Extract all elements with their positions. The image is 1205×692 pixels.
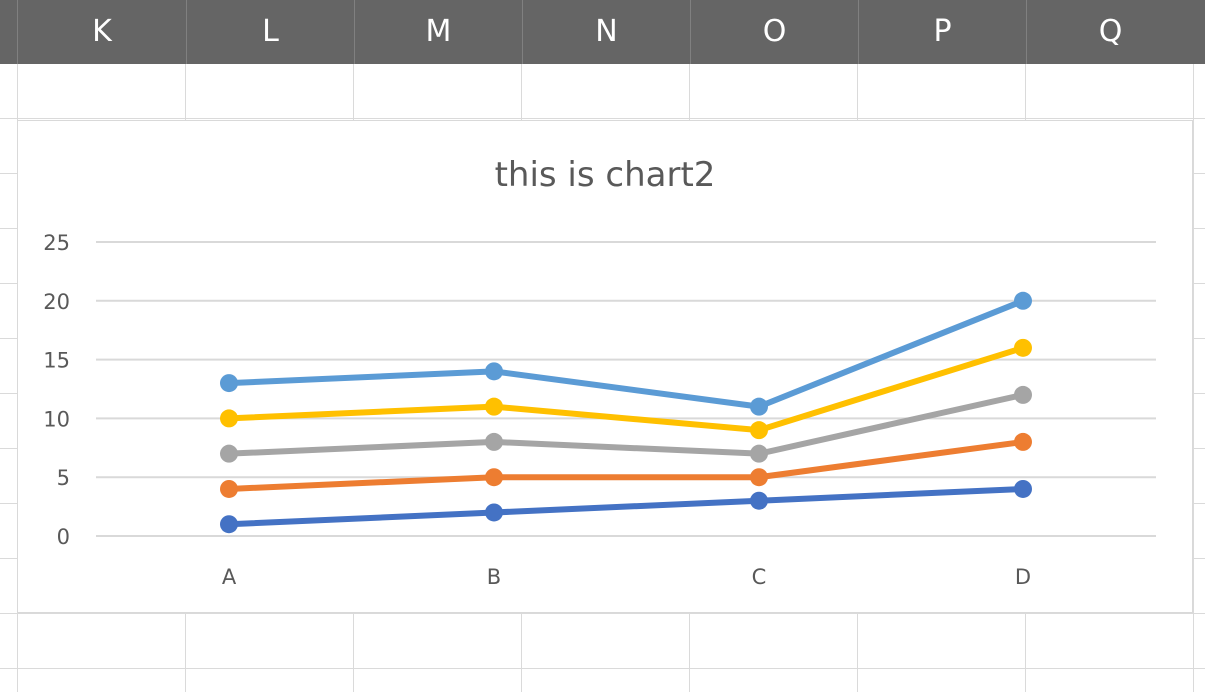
x-tick-label: A (222, 565, 237, 589)
data-point-series-1[interactable] (1014, 479, 1032, 498)
series-line-5[interactable] (226, 297, 1026, 410)
chart-area[interactable] (17, 120, 1193, 613)
gridline-horizontal (0, 668, 1205, 669)
gridline-vertical (1193, 64, 1194, 692)
data-point-series-1[interactable] (750, 491, 768, 510)
series-line-2[interactable] (226, 438, 1026, 492)
y-tick-label: 15 (43, 349, 70, 373)
series-line-4[interactable] (226, 344, 1026, 434)
column-header-bar: K L M N O P Q (0, 0, 1205, 64)
y-tick-label: 10 (43, 407, 70, 431)
data-point-series-2[interactable] (220, 479, 238, 498)
data-point-series-1[interactable] (485, 503, 503, 522)
data-point-series-5[interactable] (1014, 291, 1032, 310)
y-axis-tick-labels: 0 5 10 15 20 25 (43, 231, 70, 549)
series-lines (226, 297, 1026, 528)
data-point-series-2[interactable] (750, 468, 768, 487)
y-tick-label: 25 (43, 231, 70, 255)
column-header-k[interactable]: K (17, 0, 186, 64)
data-point-series-1[interactable] (220, 515, 238, 534)
x-tick-label: B (487, 565, 501, 589)
y-tick-label: 0 (57, 525, 70, 549)
y-tick-label: 5 (57, 466, 70, 490)
data-point-series-4[interactable] (750, 421, 768, 440)
data-point-series-2[interactable] (485, 468, 503, 487)
gridline-horizontal (0, 613, 1205, 614)
column-header-q[interactable]: Q (1026, 0, 1194, 64)
column-header-n[interactable]: N (522, 0, 690, 64)
x-tick-label: C (752, 565, 767, 589)
series-markers (220, 291, 1032, 534)
data-point-series-3[interactable] (220, 444, 238, 463)
data-point-series-4[interactable] (485, 397, 503, 416)
data-point-series-5[interactable] (485, 362, 503, 381)
y-tick-label: 20 (43, 290, 70, 314)
data-point-series-4[interactable] (1014, 338, 1032, 357)
data-point-series-5[interactable] (220, 374, 238, 393)
data-point-series-2[interactable] (1014, 432, 1032, 451)
x-axis-tick-labels: A B C D (222, 565, 1031, 589)
data-point-series-3[interactable] (485, 432, 503, 451)
column-header-p[interactable]: P (858, 0, 1026, 64)
data-point-series-5[interactable] (750, 397, 768, 416)
column-header-m[interactable]: M (354, 0, 522, 64)
series-line-1[interactable] (226, 485, 1026, 528)
column-header-l[interactable]: L (186, 0, 354, 64)
data-point-series-3[interactable] (750, 444, 768, 463)
chart-title: this is chart2 (495, 155, 716, 195)
series-line-3[interactable] (226, 391, 1026, 457)
data-point-series-3[interactable] (1014, 385, 1032, 404)
gridline-horizontal (0, 118, 1205, 119)
column-header-o[interactable]: O (690, 0, 858, 64)
x-tick-label: D (1015, 565, 1031, 589)
data-point-series-4[interactable] (220, 409, 238, 428)
